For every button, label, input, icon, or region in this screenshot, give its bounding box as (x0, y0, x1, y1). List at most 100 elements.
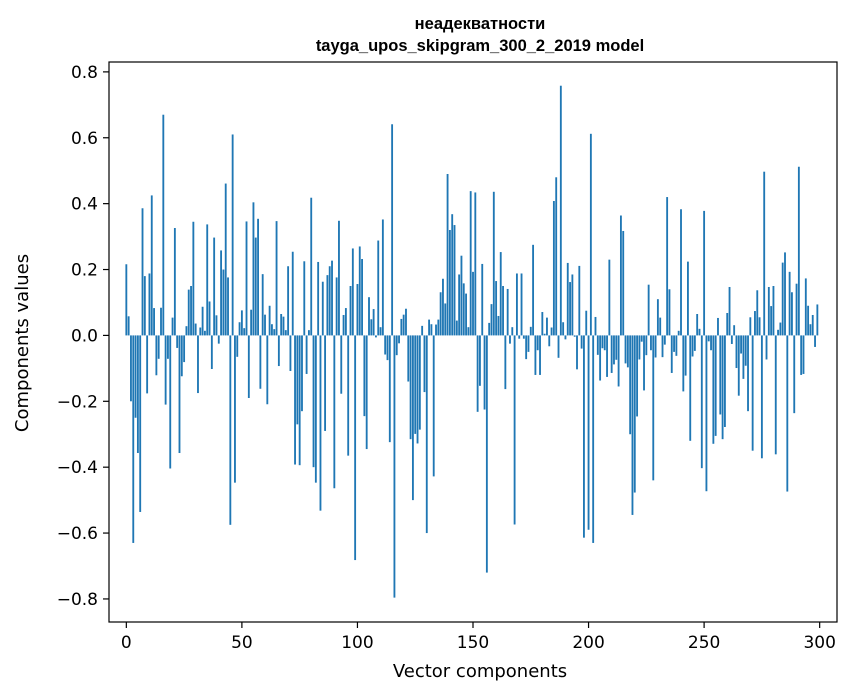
bar (227, 277, 229, 336)
bar (365, 335, 368, 450)
bar (797, 166, 800, 336)
bar (603, 335, 606, 351)
bar (206, 224, 209, 336)
bar (740, 335, 743, 354)
bar (615, 335, 618, 360)
bar (529, 326, 532, 336)
bar (791, 292, 793, 336)
bar (675, 335, 678, 356)
y-tick-label: −0.4 (57, 458, 98, 478)
bar (564, 335, 567, 340)
bar (550, 327, 553, 336)
bar (252, 202, 255, 336)
bar (217, 335, 220, 344)
bar (338, 220, 340, 336)
bar (222, 269, 225, 336)
bar (596, 335, 599, 355)
bar (663, 335, 666, 345)
bar (552, 201, 555, 336)
bar (640, 335, 643, 342)
bar (619, 215, 622, 336)
bar (289, 335, 292, 371)
bar (721, 335, 724, 440)
x-tick-label: 150 (457, 633, 489, 653)
bar (388, 335, 391, 443)
bar (328, 266, 331, 336)
bar (502, 286, 504, 336)
bar (134, 335, 137, 418)
bar (728, 286, 731, 336)
bar (622, 230, 625, 336)
y-tick-label: −0.8 (57, 590, 98, 610)
bar (770, 306, 773, 336)
bar (532, 244, 535, 336)
bar (673, 335, 675, 352)
bar (462, 283, 465, 336)
bar (455, 320, 458, 336)
bar (148, 273, 151, 336)
bar (633, 335, 636, 493)
y-tick-label: −0.2 (57, 392, 98, 412)
bar (321, 281, 324, 336)
bar (705, 335, 708, 492)
bar (788, 271, 791, 336)
bar (210, 335, 213, 370)
bar (171, 317, 174, 336)
bar (714, 335, 717, 436)
bar (476, 335, 479, 412)
bar (259, 335, 262, 389)
bar (571, 274, 574, 336)
bar (527, 335, 530, 352)
bar (400, 318, 403, 336)
bar (273, 329, 276, 336)
bar (555, 177, 558, 336)
bar (638, 335, 641, 360)
bar (562, 322, 565, 336)
bar (481, 263, 484, 336)
bar (689, 335, 692, 441)
bar (130, 335, 132, 402)
bar (601, 335, 604, 349)
bar (758, 317, 761, 336)
bar (497, 315, 500, 336)
bar (203, 330, 206, 336)
bar (680, 209, 682, 336)
bar (513, 335, 516, 525)
bar (282, 316, 285, 336)
bar (201, 306, 204, 336)
bar (578, 265, 581, 336)
bar (541, 312, 544, 336)
bar (543, 333, 546, 336)
bar (381, 219, 384, 336)
bar (234, 335, 236, 483)
bar (599, 335, 602, 381)
bar (608, 259, 611, 336)
bar (344, 308, 347, 336)
bar (183, 335, 186, 363)
bar (268, 305, 271, 336)
bar (167, 335, 169, 359)
bar (779, 322, 782, 336)
bar (448, 230, 451, 336)
bar (310, 197, 313, 336)
bar (682, 335, 685, 392)
chart-subtitle: tayga_upos_skipgram_300_2_2019 model (316, 37, 644, 55)
bar (238, 322, 241, 336)
bar (539, 335, 541, 375)
bar (624, 335, 627, 364)
bar (266, 335, 269, 405)
bar (395, 335, 398, 356)
bar (425, 335, 428, 534)
bar (804, 278, 807, 336)
bar (192, 221, 195, 336)
bar (518, 335, 521, 339)
bar (504, 335, 507, 390)
bar (636, 335, 639, 417)
bar (199, 327, 202, 336)
y-tick-label: 0.2 (71, 261, 98, 281)
bar (723, 335, 726, 427)
bar (213, 237, 216, 336)
bar (772, 286, 775, 336)
bar (409, 335, 412, 440)
bar (719, 335, 722, 415)
